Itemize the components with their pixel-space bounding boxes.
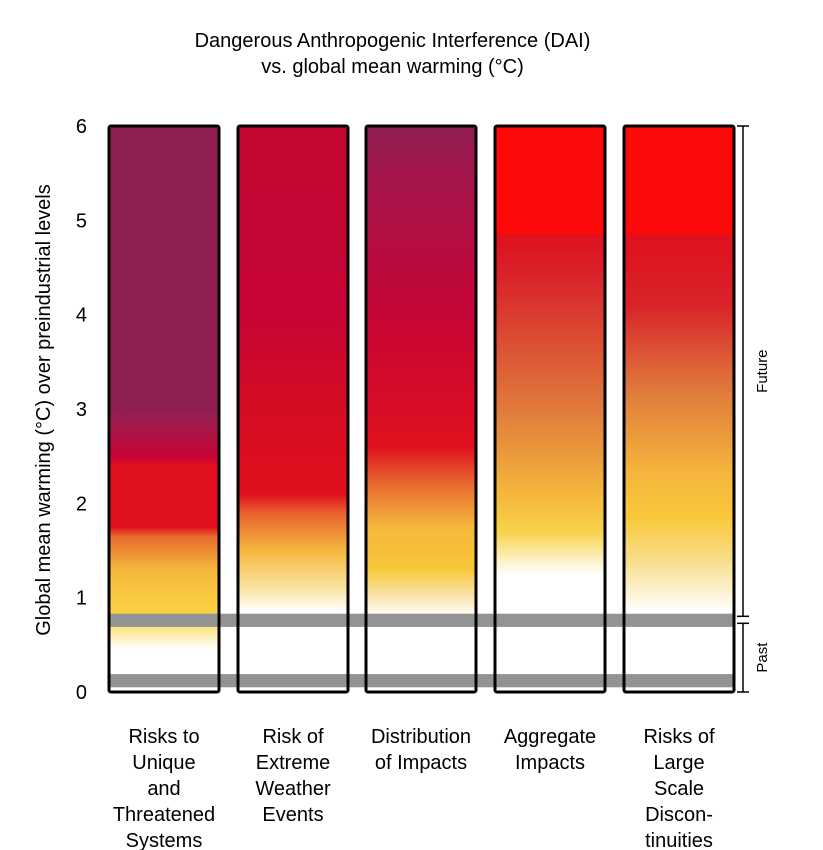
bar-outline-5 (622, 124, 736, 694)
category-label-line: Discon- (645, 804, 713, 826)
period-bracket-future: Future (737, 125, 771, 618)
reference-bands (109, 613, 734, 688)
y-tick-label: 1 (76, 588, 87, 610)
y-tick-label: 0 (76, 682, 87, 704)
y-axis-ticks: 0 1 2 3 4 5 6 (76, 116, 87, 704)
period-label: Past (754, 642, 771, 673)
reference-band-1 (109, 674, 734, 688)
category-label-line: Systems (126, 830, 203, 850)
category-labels: Risks to Unique and Threatened Systems Risk o… (113, 726, 715, 850)
category-label: Aggregate Impacts (504, 726, 596, 774)
category-label: Distribution of Impacts (371, 726, 471, 774)
bar-4 (495, 126, 605, 692)
category-label-line: of Impacts (375, 752, 467, 774)
bar-outlines (107, 124, 736, 694)
category-label-line: Risks of (643, 726, 715, 748)
category-label-line: Risk of (262, 726, 324, 748)
bar-3 (366, 126, 476, 692)
category-label-line: Weather (255, 778, 331, 800)
category-label-line: tinuities (645, 830, 713, 850)
category-label-line: and (147, 778, 180, 800)
bar-outline-2 (236, 124, 350, 694)
period-bracket-past: Past (737, 622, 771, 693)
category-label-line: Extreme (256, 752, 330, 774)
bar-outline-3 (364, 124, 478, 694)
category-label-line: Aggregate (504, 726, 596, 748)
bar-1 (109, 126, 219, 692)
bar-2 (238, 126, 348, 692)
y-tick-label: 5 (76, 210, 87, 232)
category-label-line: Unique (132, 752, 195, 774)
category-label-line: Large (653, 752, 704, 774)
y-tick-label: 3 (76, 399, 87, 421)
category-label: Risks to Unique and Threatened Systems (113, 726, 215, 850)
y-tick-label: 6 (76, 116, 87, 138)
category-label-line: Events (262, 804, 323, 826)
category-label-line: Distribution (371, 726, 471, 748)
category-label-line: Scale (654, 778, 704, 800)
category-label: Risks of Large Scale Discon-tinuities (643, 726, 715, 850)
bar-5 (624, 126, 734, 692)
bar-outline-4 (493, 124, 607, 694)
chart-title-block: Dangerous Anthropogenic Interference (DA… (0, 28, 785, 80)
chart-title: Dangerous Anthropogenic Interference (DA… (194, 30, 591, 52)
y-tick-label: 2 (76, 493, 87, 515)
y-tick-label: 4 (76, 305, 87, 327)
period-label: Future (754, 349, 771, 392)
category-label-line: Impacts (515, 752, 585, 774)
category-label: Risk of Extreme Weather Events (255, 726, 331, 826)
category-label-line: Risks to (128, 726, 199, 748)
period-brackets: Past Future (737, 125, 771, 693)
reference-band-2 (109, 613, 734, 627)
y-axis-label: Global mean warming (°C) over preindustr… (33, 184, 55, 636)
chart-subtitle: vs. global mean warming (°C) (261, 56, 524, 78)
bar-outline-1 (107, 124, 221, 694)
category-label-line: Threatened (113, 804, 215, 826)
bars (109, 126, 734, 692)
